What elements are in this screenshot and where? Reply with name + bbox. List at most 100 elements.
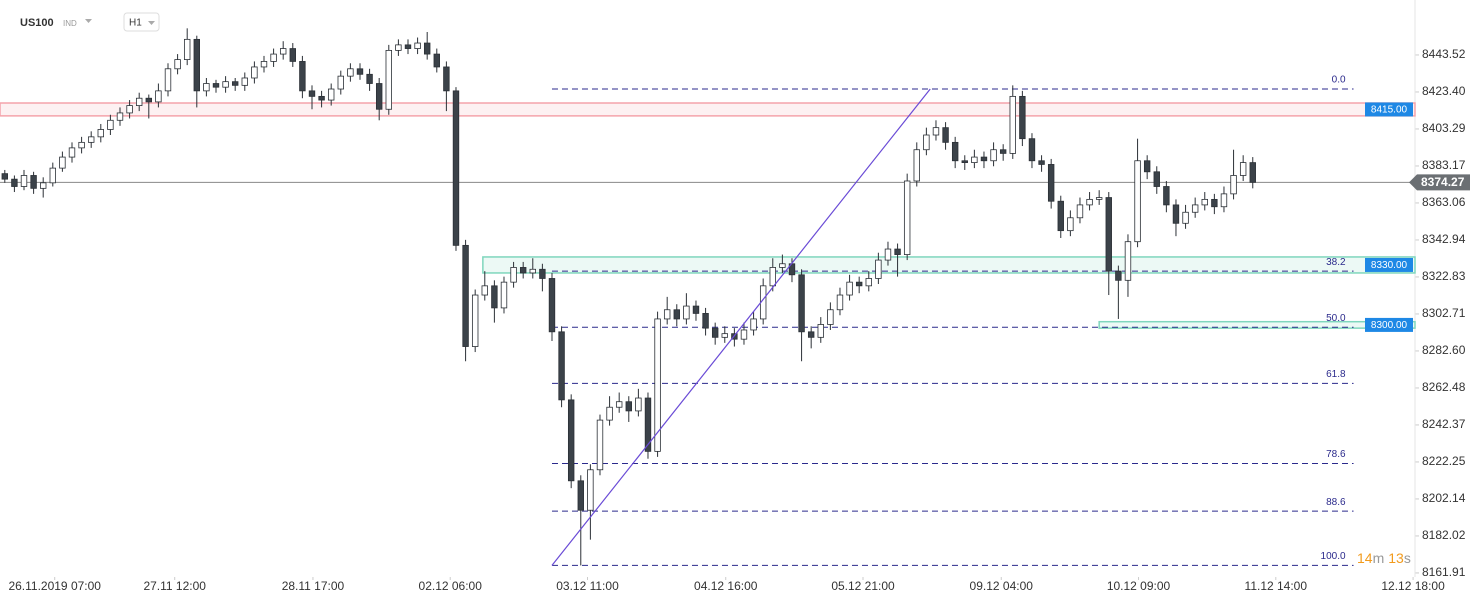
candle-body (654, 318, 661, 452)
candle-body (875, 259, 882, 279)
candle-body (481, 285, 488, 296)
candle-body (471, 294, 479, 347)
candle-body (1191, 204, 1199, 213)
candle-body (1086, 198, 1093, 206)
candle-body (443, 66, 450, 92)
interval-dropdown[interactable] (148, 21, 155, 25)
candle-body (855, 281, 863, 287)
candle-body (241, 77, 248, 86)
candle-body (174, 59, 181, 70)
candle-body (990, 149, 997, 162)
candle-body (692, 305, 700, 314)
x-tick-label: 11.12 14:00 (1245, 579, 1308, 593)
candle-body (404, 44, 412, 49)
y-tick-label: 8302.71 (1422, 306, 1466, 320)
fib-label: 0.0 (1332, 75, 1346, 86)
y-tick-label: 8262.48 (1422, 380, 1466, 394)
candle-body (1201, 198, 1208, 206)
candle-body (769, 267, 776, 287)
symbol-dropdown[interactable] (85, 19, 92, 23)
candle-body (49, 167, 56, 184)
y-tick-label: 8383.17 (1422, 158, 1466, 172)
candle-body (711, 327, 719, 338)
candle-body (270, 53, 277, 62)
candle-body (1163, 186, 1170, 206)
candle-body (884, 248, 892, 261)
candle-body (145, 97, 152, 103)
candle-body (289, 48, 296, 62)
candle-body (107, 119, 114, 130)
candle-body (836, 294, 844, 311)
candle-body (635, 397, 642, 412)
candle-body (414, 42, 421, 49)
candle-body (510, 267, 517, 283)
candle-body (913, 149, 920, 182)
zone (0, 102, 1416, 117)
candle-body (251, 66, 258, 79)
y-tick-label: 8242.37 (1422, 417, 1466, 431)
candle-body (39, 182, 47, 189)
zone (1098, 320, 1416, 329)
trendline (551, 88, 931, 566)
candle-body (231, 81, 239, 86)
candle-body (779, 263, 786, 268)
candle-body (971, 156, 978, 163)
candle-body (11, 178, 18, 187)
candle-body (999, 149, 1007, 154)
candle-body (1249, 162, 1256, 183)
candle-body (203, 83, 210, 92)
candle-body (740, 329, 748, 340)
zone-tag (1365, 317, 1413, 332)
candle-body (596, 419, 604, 471)
candle-body (798, 274, 805, 333)
candle-body (721, 333, 728, 338)
candle-body (663, 309, 671, 320)
interval[interactable]: H1 (129, 18, 142, 29)
candle-body (183, 38, 191, 60)
zone-tag (1365, 102, 1413, 117)
candle-body (433, 53, 440, 68)
zone-label: 8330.00 (1371, 260, 1408, 271)
candle-body (567, 399, 575, 482)
x-tick-label: 26.11.2019 07:00 (8, 579, 101, 593)
candle-body (1057, 200, 1064, 232)
x-tick-label: 28.11 17:00 (282, 579, 345, 593)
y-tick-label: 8443.52 (1422, 47, 1466, 61)
candle-body (155, 90, 162, 103)
candle-body (519, 267, 527, 274)
fib-label: 38.2 (1326, 257, 1346, 268)
candle-body (462, 244, 469, 347)
candle-body (625, 401, 632, 412)
candle-body (1182, 211, 1189, 224)
y-tick-label: 8403.29 (1422, 121, 1466, 135)
candle-body (942, 127, 949, 143)
candle-body (827, 309, 834, 325)
y-tick-label: 8161.91 (1422, 565, 1466, 579)
candle-body (961, 160, 968, 163)
y-tick-label: 8342.94 (1422, 232, 1466, 246)
candle-body (606, 406, 613, 421)
zone-label: 8415.00 (1371, 105, 1408, 116)
candle-body (385, 49, 392, 110)
symbol[interactable]: US100 (20, 17, 54, 29)
candle-body (683, 305, 690, 320)
candle-body (87, 136, 95, 143)
y-tick-label: 8282.60 (1422, 343, 1466, 357)
candle-body (59, 156, 66, 169)
plot-area: 8443.52 8423.40 8403.29 8383.17 8363.06 8342.… (0, 0, 1470, 593)
candle-body (750, 318, 757, 331)
interval-box[interactable] (123, 12, 160, 32)
x-tick-label: 27.11 12:00 (143, 579, 206, 593)
candle-body (1230, 175, 1237, 195)
candle-body (318, 95, 325, 101)
candle-body (1047, 164, 1055, 202)
zone (482, 256, 1416, 274)
candle-body (1028, 138, 1036, 162)
candle-body (865, 278, 872, 287)
candle-body (356, 68, 364, 75)
candle-body (644, 397, 652, 452)
timer-unit: m (1373, 550, 1385, 566)
candle-body (539, 268, 546, 279)
candle-body (548, 278, 556, 333)
candle-body (97, 129, 104, 138)
